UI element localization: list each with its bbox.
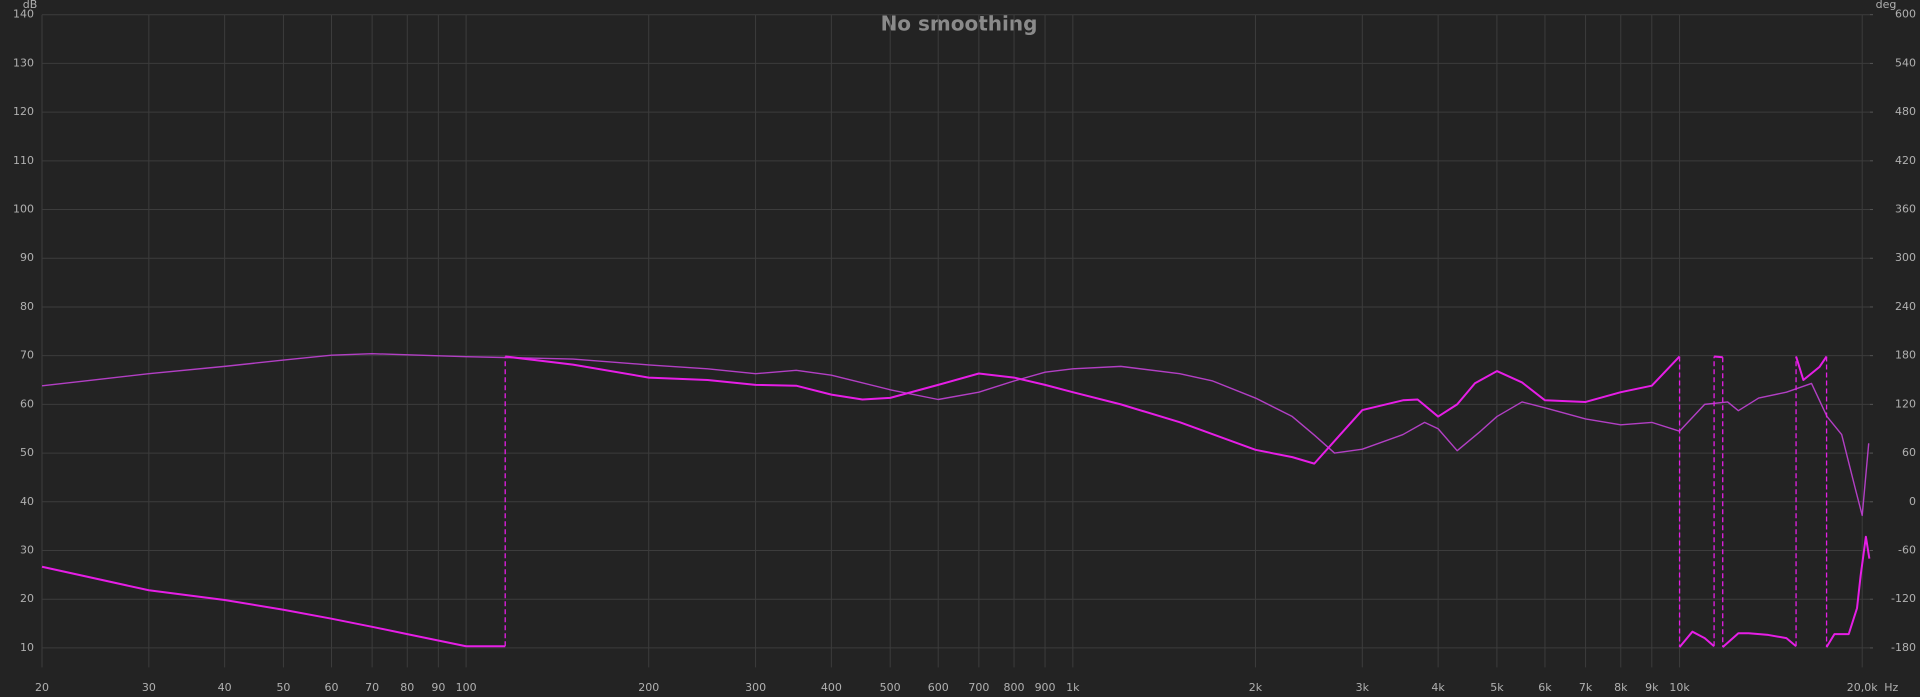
series-line: [505, 355, 1681, 465]
x-tick-label: 70: [365, 681, 379, 694]
y-tick-label: 80: [20, 300, 34, 313]
y-tick-label: 40: [20, 495, 34, 508]
x-axis-unit: Hz: [1884, 681, 1898, 694]
x-tick-label: 600: [928, 681, 949, 694]
y-tick-label: 110: [13, 154, 34, 167]
y-tick-label: 140: [13, 8, 34, 21]
x-tick-label: 2k: [1249, 681, 1263, 694]
x-tick-label: 500: [880, 681, 901, 694]
series-line: [1722, 632, 1797, 648]
y2-tick-label: -120: [1891, 592, 1916, 605]
x-tick-label: 10k: [1669, 681, 1690, 694]
x-tick-label: 60: [324, 681, 338, 694]
y2-tick-label: 480: [1895, 105, 1916, 118]
x-tick-label: 20: [35, 681, 49, 694]
series-line: [1713, 355, 1723, 359]
y2-tick-label: 120: [1895, 397, 1916, 410]
y-tick-label: 130: [13, 56, 34, 69]
series-line: [41, 565, 506, 648]
series-line: [41, 353, 1870, 517]
series-line: [1795, 355, 1828, 382]
x-tick-label: 1k: [1066, 681, 1080, 694]
y-tick-label: 120: [13, 105, 34, 118]
x-tick-label: 6k: [1538, 681, 1552, 694]
x-tick-label: 4k: [1431, 681, 1445, 694]
y2-tick-label: -180: [1891, 641, 1916, 654]
x-tick-label: 5k: [1490, 681, 1504, 694]
series-line: [1825, 535, 1871, 648]
y2-tick-label: 180: [1895, 349, 1916, 362]
y-tick-label: 60: [20, 397, 34, 410]
x-tick-label: 700: [968, 681, 989, 694]
x-tick-label: 100: [456, 681, 477, 694]
y-tick-label: 70: [20, 349, 34, 362]
x-tick-label: 900: [1035, 681, 1056, 694]
y-tick-label: 20: [20, 592, 34, 605]
x-tick-label: 90: [431, 681, 445, 694]
x-tick-label: 20,0k: [1847, 681, 1878, 694]
y2-tick-label: 600: [1895, 8, 1916, 21]
y2-tick-label: 420: [1895, 154, 1916, 167]
y2-tick-label: 0: [1909, 495, 1916, 508]
x-tick-label: 40: [218, 681, 232, 694]
x-tick-label: 300: [745, 681, 766, 694]
y2-tick-label: 540: [1895, 56, 1916, 69]
y-tick-label: 90: [20, 251, 34, 264]
x-tick-label: 80: [400, 681, 414, 694]
x-tick-label: 800: [1004, 681, 1025, 694]
y2-tick-label: 300: [1895, 251, 1916, 264]
x-tick-label: 30: [142, 681, 156, 694]
y-axis-unit: dB: [23, 0, 38, 11]
y2-tick-label: 60: [1902, 446, 1916, 459]
series-line: [1678, 630, 1715, 648]
x-tick-label: 200: [638, 681, 659, 694]
x-tick-label: 3k: [1356, 681, 1370, 694]
y-tick-label: 100: [13, 203, 34, 216]
y-tick-label: 50: [20, 446, 34, 459]
y2-tick-label: 240: [1895, 300, 1916, 313]
chart-title: No smoothing: [881, 12, 1038, 36]
x-tick-label: 400: [821, 681, 842, 694]
y-tick-label: 10: [20, 641, 34, 654]
x-tick-label: 7k: [1579, 681, 1593, 694]
y-tick-label: 30: [20, 543, 34, 556]
y2-tick-label: 360: [1895, 203, 1916, 216]
y2-tick-label: -60: [1898, 543, 1916, 556]
x-tick-label: 8k: [1614, 681, 1628, 694]
grid: [41, 14, 1873, 668]
tick-labels: 10 20 30 40 50 60 70 80 90 100 110 120 130 140 -180 -12…: [13, 8, 1916, 694]
y2-axis-unit: deg: [1876, 0, 1897, 11]
x-tick-label: 50: [276, 681, 290, 694]
x-tick-label: 9k: [1645, 681, 1659, 694]
